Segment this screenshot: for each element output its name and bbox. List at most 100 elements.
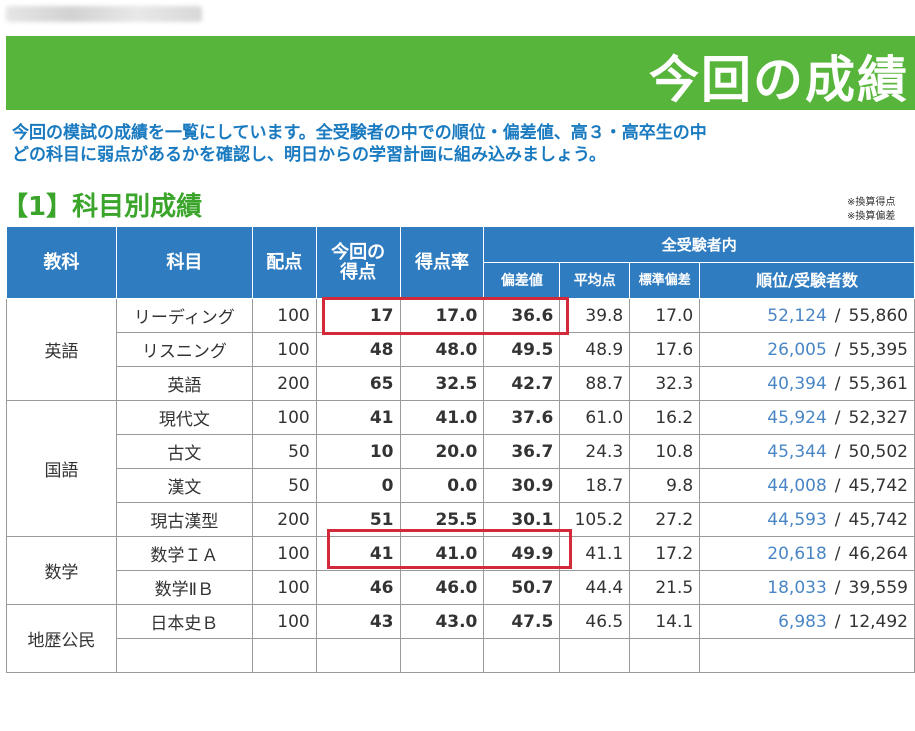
tokutenritsu-cell: 17.0 — [399, 298, 485, 333]
score-table: 教科 科目 配点 今回の 得点 得点率 全受験者内 偏差値 平均点 標準偏差 順… — [6, 226, 915, 673]
table-row: 国語 現代文 100 41 41.0 37.6 61.0 16.2 45,924/52,327 — [6, 400, 915, 537]
tokutenritsu-cell: 20.0 — [399, 434, 485, 469]
total-examinees: 50,502 — [848, 441, 908, 462]
tokutenritsu-cell: 41.0 — [399, 536, 485, 571]
heikinten-cell: 46.5 — [559, 604, 631, 639]
tokutenritsu-cell: 43.0 — [399, 604, 485, 639]
hensachi-cell: 37.6 — [483, 400, 561, 435]
rank-separator: / — [834, 407, 841, 428]
juni-cell: 44,593 / 45,742 — [699, 502, 915, 537]
tokutenritsu-cell — [399, 638, 485, 673]
header-tokuten: 今回の 得点 — [315, 226, 401, 299]
heikinten-cell: 44.4 — [559, 570, 631, 605]
hensachi-cell: 30.9 — [483, 468, 561, 503]
rank-separator: / — [834, 577, 841, 598]
hyojunhensa-cell: 17.6 — [629, 332, 701, 367]
haiten-cell: 50 — [251, 434, 317, 469]
kamoku-cell: 英語 — [115, 366, 253, 401]
kamoku-cell: リスニング — [115, 332, 253, 367]
rank-separator: / — [834, 509, 841, 530]
total-examinees: 52,327 — [848, 407, 908, 428]
table-row: 漢文 50 0 0.0 30.9 18.7 9.8 44,008 / 45,742 — [7, 468, 915, 503]
table-row: 英語 200 65 32.5 42.7 88.7 32.3 40,394 / 55,361 — [7, 366, 915, 401]
hensachi-cell: 49.5 — [483, 332, 561, 367]
rank-value: 18,033 — [767, 577, 827, 598]
juni-cell: 40,394 / 55,361 — [699, 366, 915, 401]
haiten-cell: 50 — [251, 468, 317, 503]
kamoku-cell: 現古漢型 — [115, 502, 253, 537]
tokutenritsu-cell: 48.0 — [399, 332, 485, 367]
rank-value: 20,618 — [767, 543, 827, 564]
table-row: 数学ⅡＢ 100 46 46.0 50.7 44.4 21.5 18,033 / 39,559 — [7, 570, 915, 605]
rank-separator: / — [834, 373, 841, 394]
tokutenritsu-cell: 25.5 — [399, 502, 485, 537]
kamoku-cell: 現代文 — [115, 400, 253, 435]
heikinten-cell: 18.7 — [559, 468, 631, 503]
total-examinees: 55,395 — [848, 339, 908, 360]
total-examinees: 45,742 — [848, 509, 908, 530]
rank-value: 44,593 — [767, 509, 827, 530]
kyoka-cell: 英語 — [6, 298, 117, 401]
header-banner: 今回の成績 — [6, 36, 915, 110]
header-tokutenritsu: 得点率 — [399, 226, 485, 299]
rank-separator: / — [834, 339, 841, 360]
juni-cell: 45,344 / 50,502 — [699, 434, 915, 469]
hensachi-cell — [483, 638, 561, 673]
hyojunhensa-cell: 10.8 — [629, 434, 701, 469]
kyoka-cell: 数学 — [6, 536, 117, 605]
tokuten-cell: 10 — [315, 434, 401, 469]
tokutenritsu-cell: 0.0 — [399, 468, 485, 503]
heikinten-cell: 41.1 — [559, 536, 631, 571]
rank-value: 52,124 — [767, 305, 827, 326]
juni-cell: 44,008 / 45,742 — [699, 468, 915, 503]
header-kamoku: 科目 — [115, 226, 253, 299]
header-juni: 順位/受験者数 — [699, 262, 915, 299]
hensachi-cell: 30.1 — [483, 502, 561, 537]
tokutenritsu-cell: 32.5 — [399, 366, 485, 401]
rank-value: 45,924 — [767, 407, 827, 428]
rank-value: 26,005 — [767, 339, 827, 360]
heikinten-cell: 24.3 — [559, 434, 631, 469]
header-tokuten-line1: 今回の — [331, 241, 386, 263]
table-row: リスニング 100 48 48.0 49.5 48.9 17.6 26,005 / 55,395 — [7, 332, 915, 367]
hyojunhensa-cell: 9.8 — [629, 468, 701, 503]
total-examinees: 55,361 — [848, 373, 908, 394]
heikinten-cell: 48.9 — [559, 332, 631, 367]
header-zenjukensha: 全受験者内 — [483, 226, 915, 263]
haiten-cell: 100 — [251, 400, 317, 435]
redacted-student-id — [6, 6, 202, 22]
table-row: 地歴公民 日本史Ｂ 100 43 43.0 47.5 46.5 14.1 6,983 / 12,49… — [6, 604, 915, 673]
haiten-cell: 100 — [251, 604, 317, 639]
haiten-cell — [251, 638, 317, 673]
hyojunhensa-cell: 16.2 — [629, 400, 701, 435]
rank-separator: / — [834, 543, 841, 564]
tokuten-cell: 0 — [315, 468, 401, 503]
table-row: 英語 リーディング 100 17 17.0 36.6 39.8 17.0 52,124/55,8… — [6, 298, 915, 401]
haiten-cell: 100 — [251, 332, 317, 367]
hensachi-cell: 49.9 — [483, 536, 561, 571]
table-row: 古文 50 10 20.0 36.7 24.3 10.8 45,344 / 50,502 — [7, 434, 915, 469]
note-line-2: ※換算偏差 — [847, 211, 896, 222]
hensachi-cell: 42.7 — [483, 366, 561, 401]
hyojunhensa-cell: 14.1 — [629, 604, 701, 639]
tokuten-cell: 41 — [315, 536, 401, 571]
kamoku-cell: 日本史Ｂ — [115, 604, 253, 639]
tokuten-cell: 48 — [315, 332, 401, 367]
tokuten-cell: 43 — [315, 604, 401, 639]
header-heikinten: 平均点 — [559, 262, 631, 299]
tokuten-cell — [315, 638, 401, 673]
kamoku-cell: 漢文 — [115, 468, 253, 503]
intro-line-2: どの科目に弱点があるかを確認し、明日からの学習計画に組み込みましょう。 — [12, 145, 606, 165]
kamoku-cell: 数学ＩＡ — [115, 536, 253, 571]
heikinten-cell: 61.0 — [559, 400, 631, 435]
total-examinees: 45,742 — [848, 475, 908, 496]
page-title: 今回の成績 — [649, 51, 909, 109]
juni-cell — [699, 638, 915, 673]
hensachi-cell: 36.6 — [483, 298, 561, 333]
kyoka-cell: 国語 — [6, 400, 117, 537]
rank-value: 44,008 — [767, 475, 827, 496]
tokuten-cell: 46 — [315, 570, 401, 605]
kamoku-cell — [115, 638, 253, 673]
haiten-cell: 100 — [251, 536, 317, 571]
tokuten-cell: 17 — [315, 298, 401, 333]
